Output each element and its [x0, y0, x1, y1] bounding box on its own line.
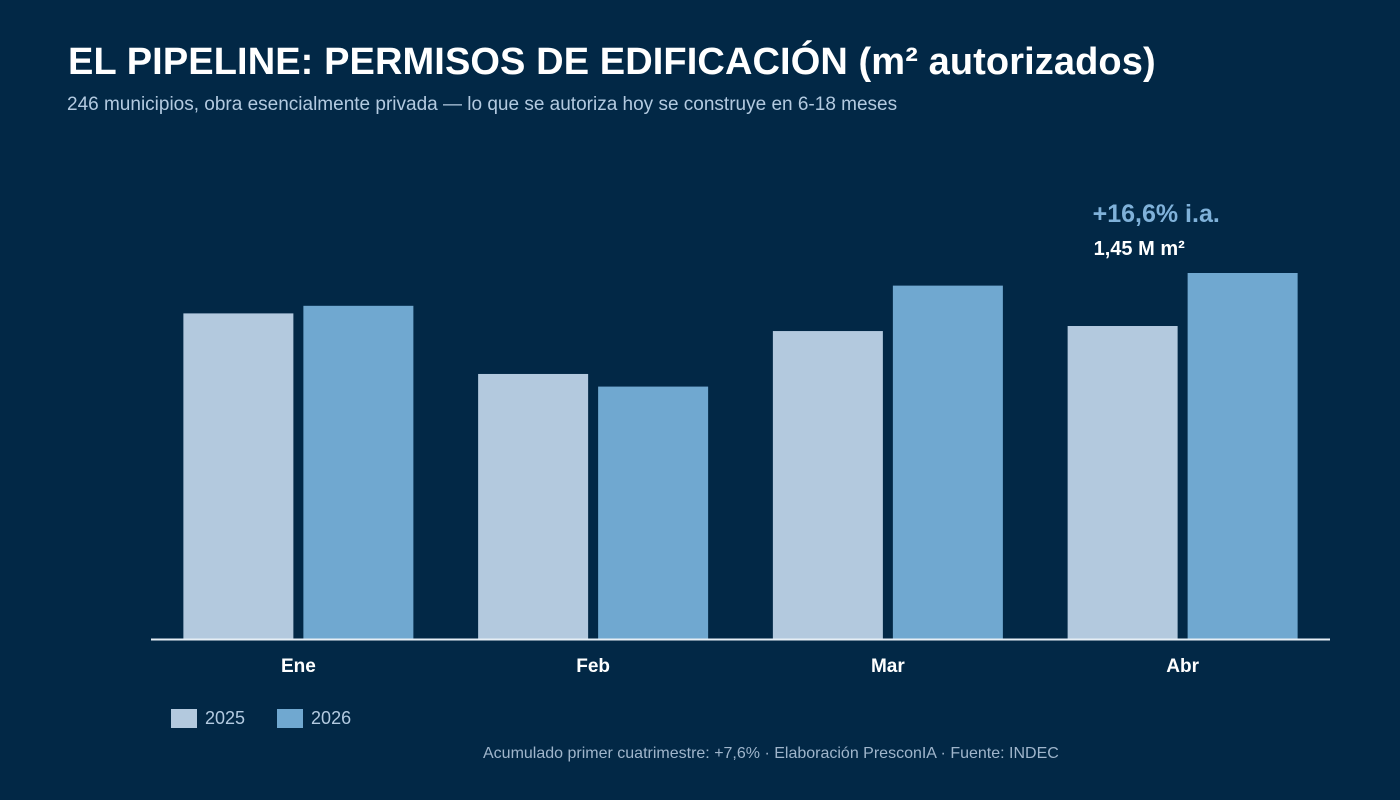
bar-feb-2025 [478, 373, 589, 639]
legend-label-2025: 2025 [205, 708, 246, 728]
source-footnote: Acumulado primer cuatrimestre: +7,6% · E… [483, 745, 1059, 762]
x-tick-label-feb: Feb [576, 656, 610, 677]
bar-abr-2026 [1187, 273, 1298, 639]
x-tick-label-abr: Abr [1166, 656, 1199, 677]
bar-mar-2025 [772, 331, 883, 639]
x-tick-label-ene: Ene [281, 656, 316, 677]
annotation-value: 1,45 M m² [1094, 238, 1185, 260]
bar-abr-2025 [1067, 326, 1178, 639]
chart-subtitle: 246 municipios, obra esencialmente priva… [67, 94, 898, 115]
x-tick-label-mar: Mar [871, 656, 905, 677]
legend-item-2025: 2025 [171, 708, 245, 729]
legend-label-2026: 2026 [311, 708, 352, 728]
legend-swatch-2025 [171, 709, 197, 728]
bar-mar-2026 [892, 285, 1003, 639]
legend-swatch-2026 [277, 709, 304, 728]
annotation-yoy-change: +16,6% i.a. [1093, 200, 1220, 228]
bar-ene-2026 [303, 305, 414, 639]
legend: 2025 2026 [171, 708, 351, 729]
chart-title: EL PIPELINE: PERMISOS DE EDIFICACIÓN (m²… [68, 41, 1156, 83]
bar-ene-2025 [183, 313, 294, 639]
bar-feb-2026 [598, 386, 709, 639]
legend-item-2026: 2026 [277, 708, 351, 729]
